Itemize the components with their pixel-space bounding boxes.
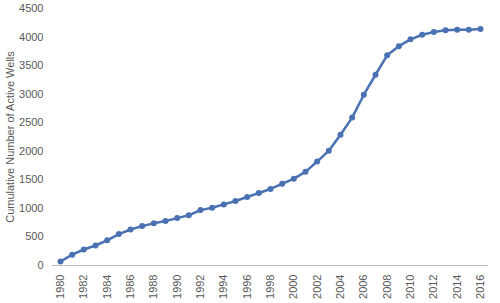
svg-text:2006: 2006 — [357, 275, 369, 299]
svg-text:4000: 4000 — [19, 31, 43, 43]
svg-text:1992: 1992 — [194, 275, 206, 299]
svg-text:2000: 2000 — [19, 145, 43, 157]
svg-text:Cumulative Number of Active We: Cumulative Number of Active Wells — [4, 51, 16, 223]
svg-text:1500: 1500 — [19, 173, 43, 185]
svg-text:2002: 2002 — [311, 275, 323, 299]
svg-text:1996: 1996 — [241, 275, 253, 299]
svg-text:500: 500 — [25, 230, 43, 242]
svg-text:0: 0 — [37, 259, 43, 271]
svg-text:3000: 3000 — [19, 88, 43, 100]
svg-text:2008: 2008 — [381, 275, 393, 299]
svg-text:1980: 1980 — [54, 275, 66, 299]
svg-text:1994: 1994 — [217, 275, 229, 299]
svg-text:2012: 2012 — [427, 275, 439, 299]
svg-text:4500: 4500 — [19, 2, 43, 14]
svg-text:1990: 1990 — [171, 275, 183, 299]
svg-text:1982: 1982 — [77, 275, 89, 299]
svg-text:1986: 1986 — [124, 275, 136, 299]
svg-text:1000: 1000 — [19, 202, 43, 214]
svg-text:2500: 2500 — [19, 116, 43, 128]
svg-text:1998: 1998 — [264, 275, 276, 299]
svg-text:1988: 1988 — [147, 275, 159, 299]
svg-text:3500: 3500 — [19, 59, 43, 71]
svg-text:2004: 2004 — [334, 275, 346, 299]
svg-text:2014: 2014 — [451, 275, 463, 299]
svg-text:2010: 2010 — [404, 275, 416, 299]
svg-text:2016: 2016 — [474, 275, 486, 299]
svg-text:2000: 2000 — [287, 275, 299, 299]
svg-text:1984: 1984 — [101, 275, 113, 299]
